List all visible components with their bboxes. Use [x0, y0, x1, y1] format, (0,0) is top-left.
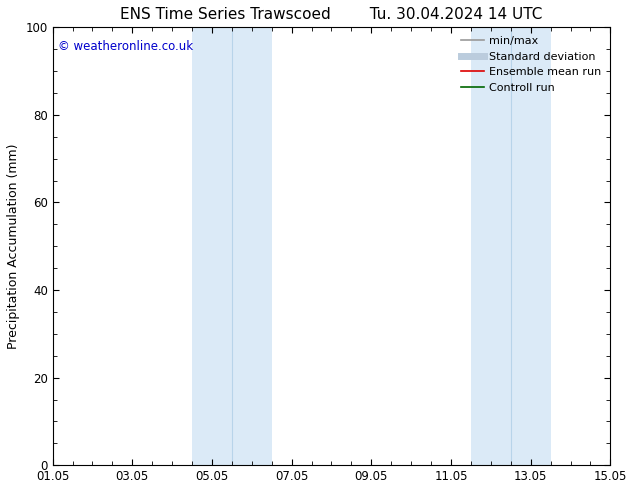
Bar: [192, 27, 272, 465]
Bar: [471, 27, 550, 465]
Text: © weatheronline.co.uk: © weatheronline.co.uk: [58, 40, 193, 53]
Y-axis label: Precipitation Accumulation (mm): Precipitation Accumulation (mm): [7, 144, 20, 349]
Title: ENS Time Series Trawscoed        Tu. 30.04.2024 14 UTC: ENS Time Series Trawscoed Tu. 30.04.2024…: [120, 7, 543, 22]
Legend: min/max, Standard deviation, Ensemble mean run, Controll run: min/max, Standard deviation, Ensemble me…: [458, 33, 605, 96]
